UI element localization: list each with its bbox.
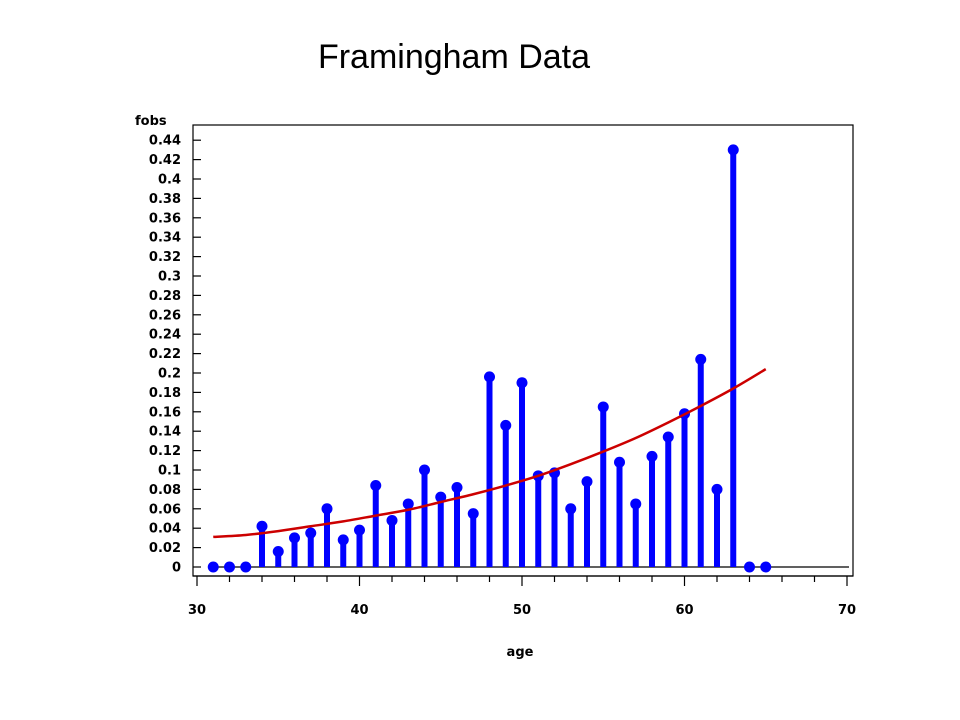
y-tick-label: 0.24	[149, 328, 181, 343]
x-tick-label: 50	[513, 603, 531, 618]
y-tick-label: 0.04	[149, 522, 181, 537]
x-tick-label: 40	[350, 603, 368, 618]
needle-point	[337, 534, 349, 546]
x-tick-label: 30	[188, 603, 206, 618]
y-tick-label: 0.26	[149, 308, 181, 323]
needle-point	[662, 431, 674, 443]
needle-point	[354, 524, 365, 536]
x-tick-label: 70	[838, 603, 856, 618]
y-axis: 0 0.02 0.04 0.06 0.08 0.1 0.12 0.14 0.16 0.18 0.2 0…	[149, 134, 201, 576]
needle-point	[581, 476, 593, 488]
y-tick-label: 0.44	[149, 134, 181, 149]
needle-point	[240, 561, 252, 573]
needle-point	[207, 561, 219, 573]
needle-point	[224, 561, 235, 573]
y-tick-label: 0.36	[149, 211, 181, 226]
y-tick-label: 0.16	[149, 405, 181, 420]
needle-point	[744, 561, 755, 573]
needle-point	[370, 480, 382, 492]
y-tick-label: 0.2	[158, 367, 181, 382]
x-axis-label: age	[507, 645, 534, 660]
needle-point	[386, 514, 398, 526]
fitted-curve	[213, 368, 767, 539]
needle-point	[500, 419, 512, 431]
needle-point	[760, 561, 772, 573]
needle-series	[207, 144, 772, 573]
chart-title-text: Framingham Data	[317, 38, 591, 76]
chart-title: Framingham Data	[0, 38, 960, 77]
needle-point	[419, 464, 430, 476]
y-tick-label: 0.42	[149, 153, 181, 168]
needle-point	[516, 377, 528, 389]
needle-point	[711, 483, 723, 495]
y-tick-label: 0.12	[149, 444, 181, 459]
needle-point	[597, 401, 609, 413]
needle-point	[451, 481, 463, 493]
needle-point	[727, 144, 739, 156]
y-axis-label: fobs	[135, 114, 167, 129]
y-tick-label: 0.14	[149, 425, 181, 440]
y-tick-label: 0.22	[149, 347, 181, 362]
y-tick-label: 0.28	[149, 289, 181, 304]
y-tick-label: 0.3	[158, 270, 181, 285]
y-tick-label: 0.4	[158, 173, 181, 188]
needle-point	[484, 371, 495, 383]
needle-point	[289, 532, 300, 544]
needle-point	[256, 520, 268, 532]
y-tick-label: 0.32	[149, 250, 181, 265]
needle-point	[321, 503, 333, 515]
needle-point	[402, 498, 414, 510]
y-tick-label: 0.1	[158, 464, 181, 479]
needle-point	[467, 508, 479, 520]
y-tick-label: 0.34	[149, 231, 181, 246]
x-tick-label: 60	[675, 603, 693, 618]
needle-point	[630, 498, 642, 510]
needle-point	[305, 527, 317, 539]
x-axis: 30 40 50 60 70	[188, 575, 856, 618]
needle-point	[695, 353, 707, 365]
needle-point	[272, 545, 284, 557]
y-tick-label: 0.06	[149, 502, 181, 517]
y-tick-label: 0.38	[149, 192, 181, 207]
needle-point	[565, 503, 577, 515]
y-tick-label: 0.18	[149, 386, 181, 401]
y-tick-label: 0	[172, 561, 181, 576]
needle-point	[435, 491, 447, 503]
needle-point	[614, 456, 625, 468]
needle-point	[646, 450, 658, 462]
y-tick-label: 0.02	[149, 541, 181, 556]
y-tick-label: 0.08	[149, 483, 181, 498]
